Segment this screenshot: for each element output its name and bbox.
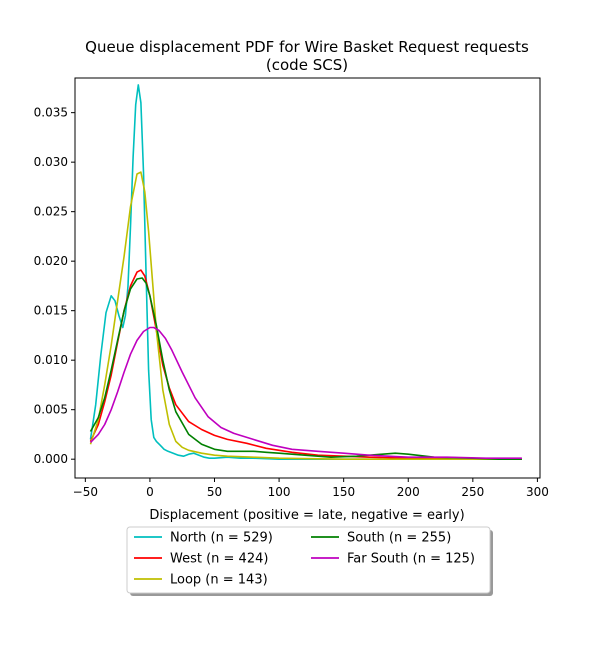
series-line-4 [89,326,522,460]
series-line-1 [89,269,522,461]
y-tick-label: 0.005 [34,403,68,417]
series-line-0 [89,84,522,461]
x-tick-label: 200 [397,485,420,499]
legend-label-4: Far South (n = 125) [347,552,475,567]
series-line-3 [89,277,522,461]
y-tick-label: 0.015 [34,304,68,318]
chart-subtitle: (code SCS) [266,56,348,74]
x-tick-label: −50 [73,485,98,499]
y-tick-label: 0.010 [34,353,68,367]
legend-label-2: Loop (n = 143) [170,573,268,588]
x-tick-label: 150 [332,485,355,499]
x-tick-label: 100 [268,485,291,499]
plot-area [89,84,522,461]
plot-frame [74,77,541,479]
y-tick-label: 0.025 [34,205,68,219]
y-tick-label: 0.035 [34,106,68,120]
y-tick-label: 0.020 [34,254,68,268]
y-tick-label: 0.000 [34,452,68,466]
legend: North (n = 529) West (n = 424) Loop (n = 1… [126,526,493,596]
x-tick-label: 0 [146,485,154,499]
legend-label-3: South (n = 255) [347,531,451,546]
legend-box [126,526,491,594]
x-tick-label: 50 [207,485,222,499]
y-tick-label: 0.030 [34,155,68,169]
y-axis: 0.000 0.005 0.010 0.015 0.020 0.025 0.030 0.035 [34,106,75,466]
chart-title: Queue displacement PDF for Wire Basket R… [85,38,529,56]
x-axis-label: Displacement (positive = late, negative … [149,508,464,523]
legend-label-0: North (n = 529) [170,531,273,546]
x-tick-label: 250 [461,485,484,499]
x-axis: −50 0 50 100 150 200 250 300 [73,478,549,499]
x-tick-label: 300 [526,485,549,499]
series-line-2 [89,171,522,461]
legend-label-1: West (n = 424) [170,552,268,567]
